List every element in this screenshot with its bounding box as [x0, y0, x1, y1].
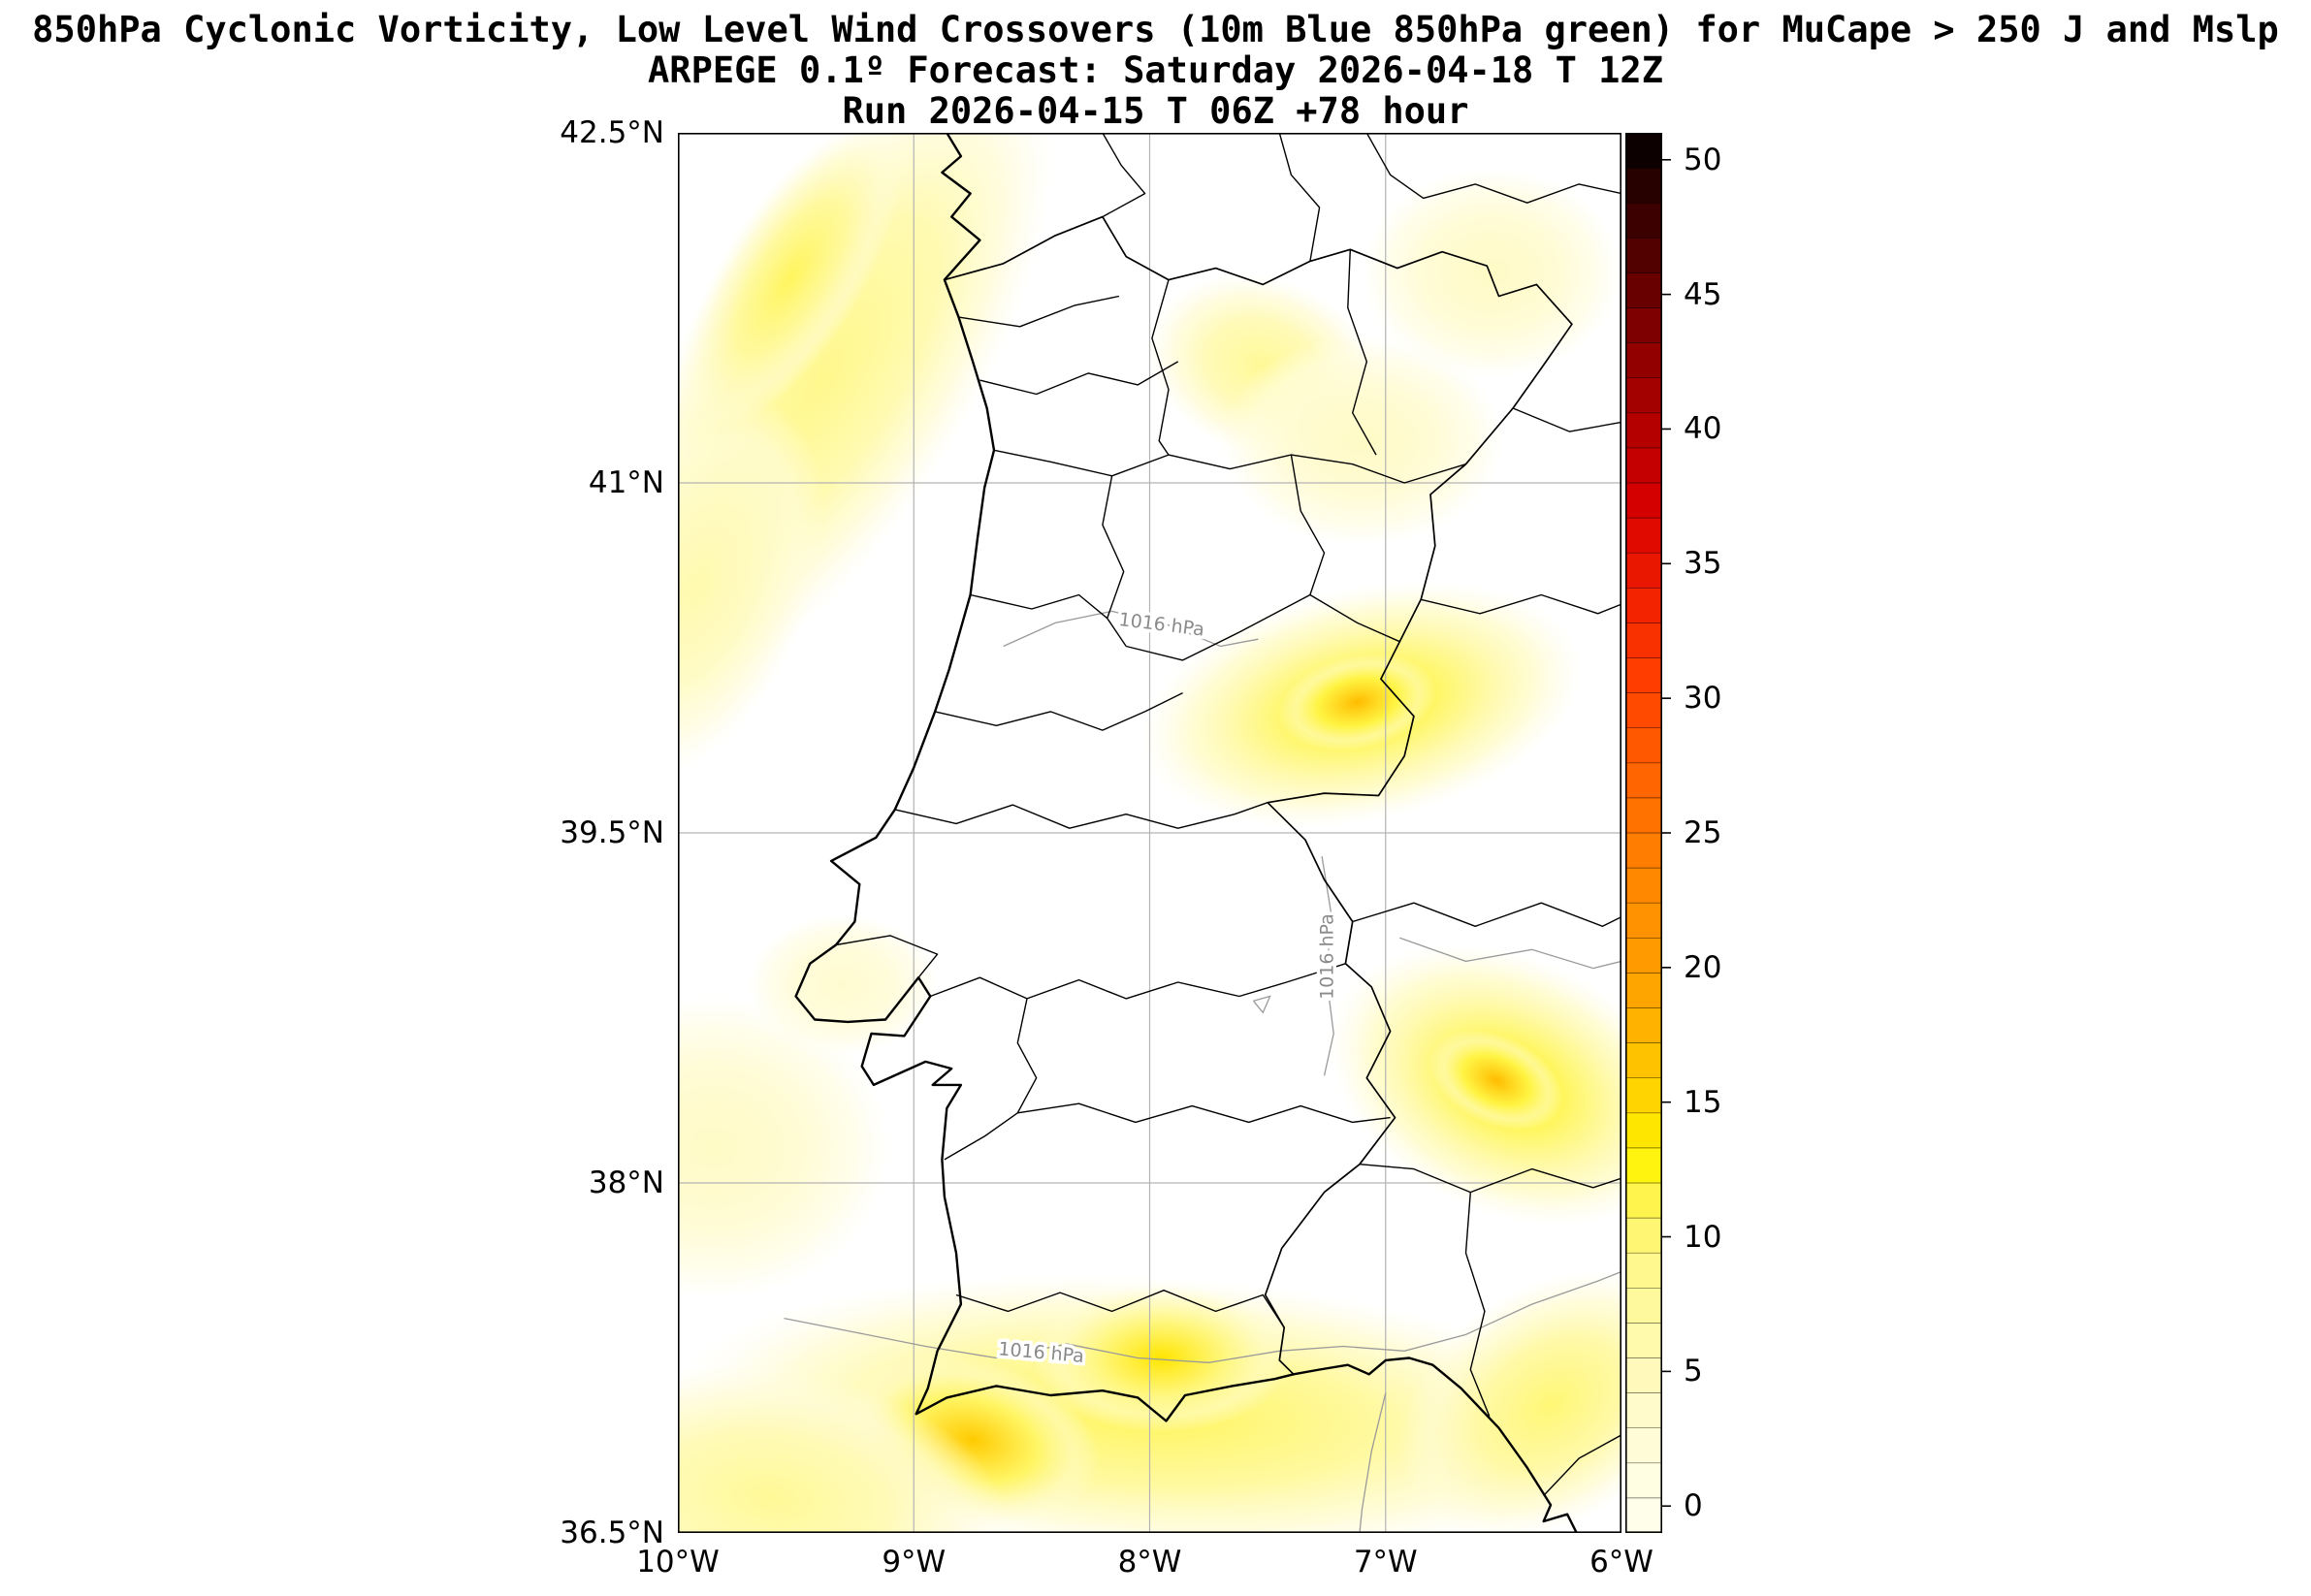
y-tick-label: 38°N	[588, 1165, 664, 1200]
colorbar-tick-label: 15	[1684, 1084, 1722, 1120]
colorbar-tick-label: 5	[1684, 1354, 1703, 1389]
y-tick-label: 42.5°N	[560, 115, 664, 150]
x-tick-label: 9°W	[882, 1545, 947, 1580]
colorbar-tick-label: 20	[1684, 949, 1722, 985]
colorbar	[1625, 133, 1671, 1534]
map-plot-area: 1016 hPa 1016 hPa 1016 hPa	[678, 133, 1621, 1533]
chart-subtitle-forecast: ARPEGE 0.1º Forecast: Saturday 2026-04-1…	[648, 49, 1663, 91]
x-tick-label: 6°W	[1589, 1545, 1653, 1580]
colorbar-tick-label: 10	[1684, 1219, 1722, 1255]
chart-title: 850hPa Cyclonic Vorticity, Low Level Win…	[32, 9, 2279, 50]
isobar-label: 1016 hPa	[1317, 913, 1338, 1000]
y-tick-label: 39.5°N	[560, 815, 664, 850]
colorbar-tick-label: 45	[1684, 276, 1722, 312]
x-tick-label: 10°W	[636, 1545, 720, 1580]
colorbar-tick-label: 30	[1684, 681, 1722, 717]
y-tick-label: 41°N	[588, 465, 664, 500]
chart-subtitle-run: Run 2026-04-15 T 06Z +78 hour	[842, 90, 1469, 132]
colorbar-tick-label: 35	[1684, 546, 1722, 582]
title-block: 850hPa Cyclonic Vorticity, Low Level Win…	[0, 10, 2311, 132]
colorbar-tick-label: 50	[1684, 142, 1722, 177]
x-tick-label: 8°W	[1117, 1545, 1182, 1580]
y-tick-label: 36.5°N	[560, 1516, 664, 1550]
colorbar-tick-label: 25	[1684, 815, 1722, 850]
colorbar-tick-label: 40	[1684, 411, 1722, 447]
isobar-label: 1016 hPa	[1117, 609, 1205, 641]
colorbar-tick-label: 0	[1684, 1488, 1703, 1524]
x-tick-label: 7°W	[1353, 1545, 1418, 1580]
